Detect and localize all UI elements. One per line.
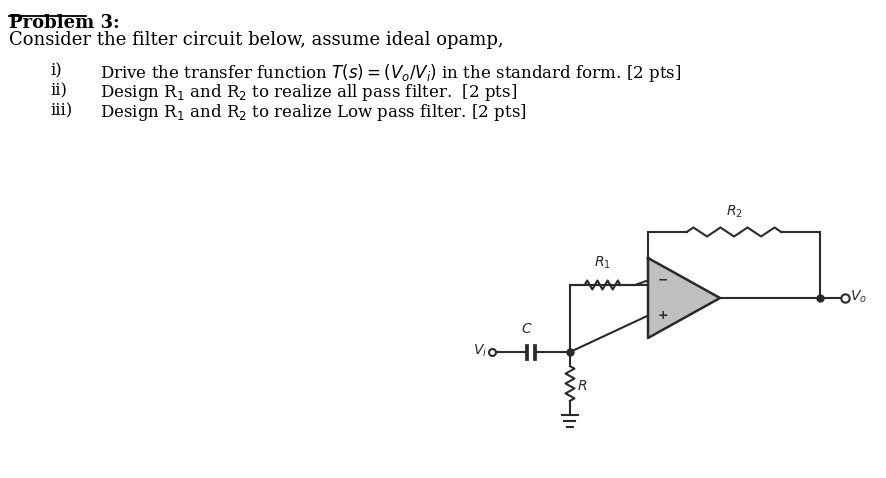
Text: Problem 3:: Problem 3:	[9, 14, 120, 32]
Text: $R_2$: $R_2$	[725, 204, 742, 220]
Text: $R_1$: $R_1$	[594, 255, 610, 271]
Text: +: +	[657, 309, 668, 322]
Text: ii): ii)	[50, 82, 67, 99]
Polygon shape	[648, 258, 719, 338]
Text: Drive the transfer function $T(s)=(V_o/V_i)$ in the standard form. [2 pts]: Drive the transfer function $T(s)=(V_o/V…	[100, 62, 680, 84]
Text: $R$: $R$	[577, 380, 587, 393]
Text: Consider the filter circuit below, assume ideal opamp,: Consider the filter circuit below, assum…	[9, 31, 503, 49]
Text: $V_o$: $V_o$	[849, 289, 866, 305]
Text: Design R$_1$ and R$_2$ to realize Low pass filter. [2 pts]: Design R$_1$ and R$_2$ to realize Low pa…	[100, 102, 526, 123]
Text: $V_i$: $V_i$	[472, 343, 486, 359]
Text: i): i)	[50, 62, 62, 79]
Text: −: −	[657, 274, 668, 287]
Text: iii): iii)	[50, 102, 72, 119]
Text: Design R$_1$ and R$_2$ to realize all pass filter.  [2 pts]: Design R$_1$ and R$_2$ to realize all pa…	[100, 82, 517, 103]
Text: $C$: $C$	[521, 322, 532, 336]
